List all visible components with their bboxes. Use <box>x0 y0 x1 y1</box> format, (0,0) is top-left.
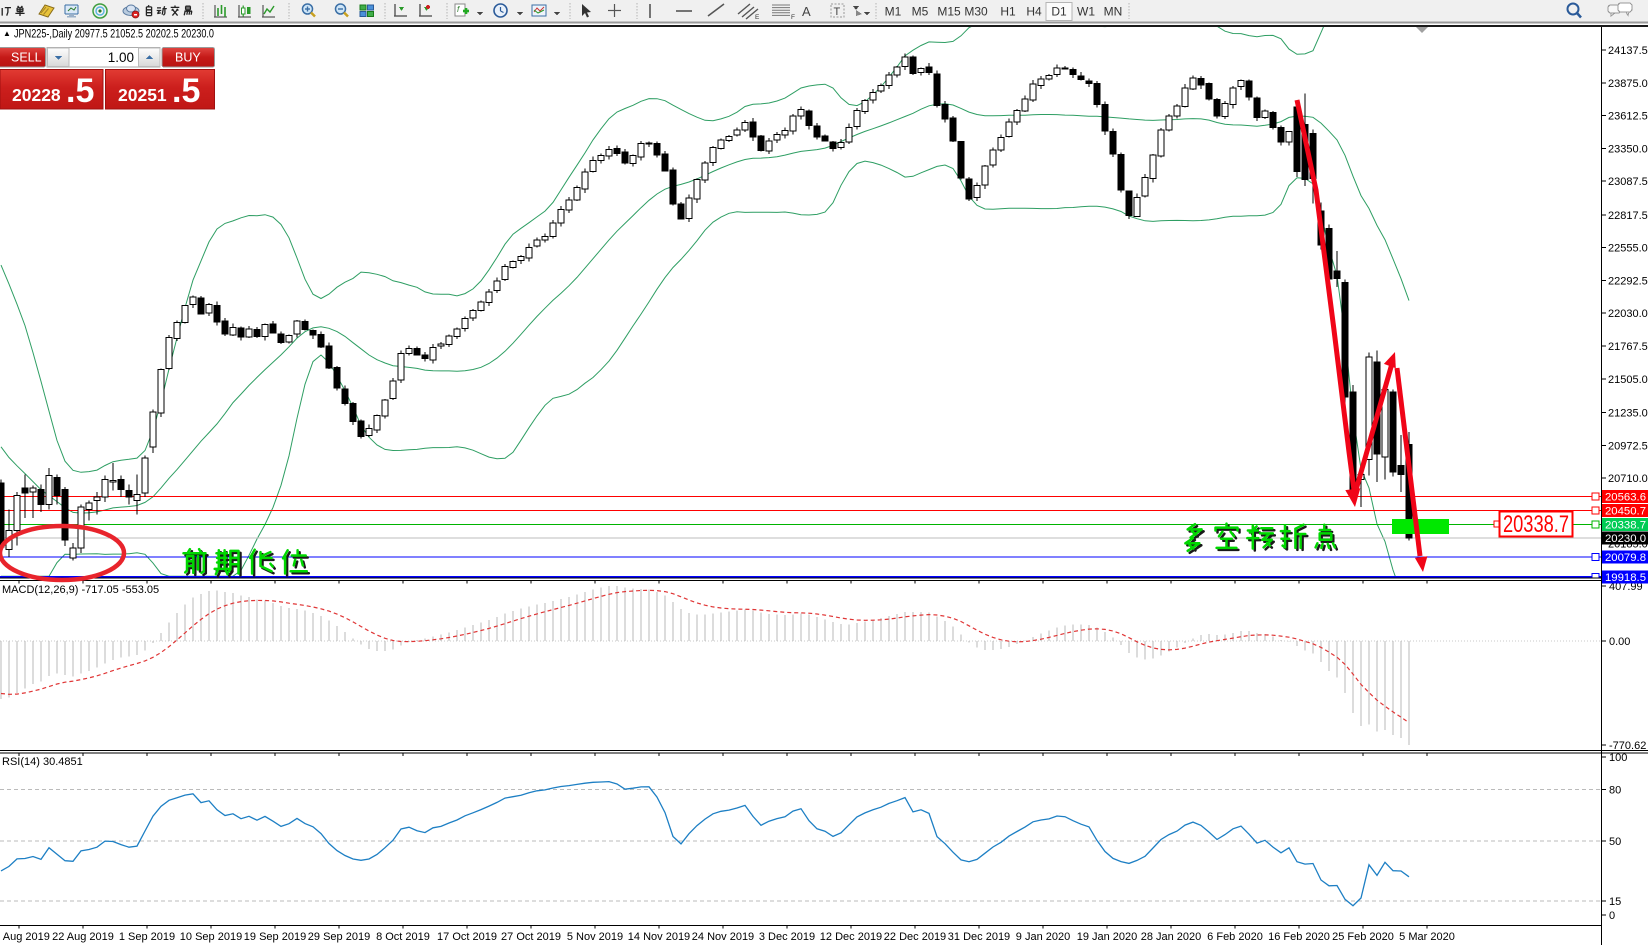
svg-text:D1: D1 <box>1051 5 1067 19</box>
svg-text:RSI(14) 30.4851: RSI(14) 30.4851 <box>2 756 83 768</box>
svg-text:50: 50 <box>1609 836 1621 848</box>
svg-text:23087.5: 23087.5 <box>1608 176 1648 188</box>
svg-text:20710.0: 20710.0 <box>1608 473 1648 485</box>
svg-text:22 Aug 2019: 22 Aug 2019 <box>52 931 114 943</box>
svg-text:f: f <box>457 5 460 14</box>
svg-text:22292.5: 22292.5 <box>1608 276 1648 288</box>
svg-text:10 Sep 2019: 10 Sep 2019 <box>180 931 242 943</box>
svg-text:20338.7: 20338.7 <box>1605 520 1646 532</box>
svg-text:3 Dec 2019: 3 Dec 2019 <box>759 931 815 943</box>
svg-text:24137.5: 24137.5 <box>1608 45 1648 57</box>
svg-text:1.00: 1.00 <box>108 50 134 65</box>
svg-text:BUY: BUY <box>175 51 201 65</box>
svg-text:17 Oct 2019: 17 Oct 2019 <box>437 931 497 943</box>
svg-text:21235.0: 21235.0 <box>1608 408 1648 420</box>
svg-text:23612.5: 23612.5 <box>1608 111 1648 123</box>
svg-text:21505.0: 21505.0 <box>1608 374 1648 386</box>
svg-text:20228: 20228 <box>12 85 61 105</box>
svg-text:24 Nov 2019: 24 Nov 2019 <box>692 931 754 943</box>
svg-text:22030.0: 22030.0 <box>1608 308 1648 320</box>
svg-text:0: 0 <box>1609 910 1615 922</box>
svg-text:6 Feb 2020: 6 Feb 2020 <box>1207 931 1263 943</box>
svg-text:E: E <box>755 14 760 21</box>
svg-text:31 Dec 2019: 31 Dec 2019 <box>948 931 1010 943</box>
svg-text:23350.0: 23350.0 <box>1608 143 1648 155</box>
svg-text:29 Sep 2019: 29 Sep 2019 <box>308 931 370 943</box>
svg-text:A: A <box>802 4 811 19</box>
svg-text:W1: W1 <box>1077 5 1095 19</box>
svg-text:JPN225-,Daily 20977.5 21052.5: JPN225-,Daily 20977.5 21052.5 20202.5 20… <box>14 27 214 41</box>
svg-text:20450.7: 20450.7 <box>1605 506 1646 518</box>
svg-text:MACD(12,26,9) -717.05 -553.05: MACD(12,26,9) -717.05 -553.05 <box>2 584 159 596</box>
svg-text:80: 80 <box>1609 785 1621 797</box>
svg-text:20079.8: 20079.8 <box>1605 552 1646 564</box>
svg-text:19918.5: 19918.5 <box>1605 572 1646 584</box>
svg-text:MN: MN <box>1104 5 1123 19</box>
svg-text:20230.0: 20230.0 <box>1605 533 1646 545</box>
svg-text:▲: ▲ <box>3 29 11 38</box>
svg-text:100: 100 <box>1609 752 1627 764</box>
svg-text:12 Aug 2019: 12 Aug 2019 <box>0 931 50 943</box>
svg-text:20972.5: 20972.5 <box>1608 440 1648 452</box>
svg-text:19 Sep 2019: 19 Sep 2019 <box>244 931 306 943</box>
svg-text:5 Nov 2019: 5 Nov 2019 <box>567 931 623 943</box>
svg-text:8 Oct 2019: 8 Oct 2019 <box>376 931 430 943</box>
svg-text:0.00: 0.00 <box>1609 636 1630 648</box>
svg-text:19 Jan 2020: 19 Jan 2020 <box>1077 931 1138 943</box>
svg-text:M30: M30 <box>964 5 988 19</box>
svg-text:9 Jan 2020: 9 Jan 2020 <box>1016 931 1070 943</box>
svg-text:20251: 20251 <box>118 85 167 105</box>
svg-text:SELL: SELL <box>11 51 42 65</box>
svg-text:20338.7: 20338.7 <box>1503 511 1569 538</box>
svg-text:M1: M1 <box>885 5 902 19</box>
svg-text:15: 15 <box>1609 896 1621 908</box>
svg-text:25 Feb 2020: 25 Feb 2020 <box>1332 931 1394 943</box>
svg-text:27 Oct 2019: 27 Oct 2019 <box>501 931 561 943</box>
svg-text:H1: H1 <box>1000 5 1016 19</box>
svg-text:407.99: 407.99 <box>1609 581 1643 593</box>
svg-text:23875.0: 23875.0 <box>1608 78 1648 90</box>
svg-text:T: T <box>834 6 841 18</box>
svg-text:-770.62: -770.62 <box>1609 740 1646 752</box>
svg-text:14 Nov 2019: 14 Nov 2019 <box>628 931 690 943</box>
svg-text:12 Dec 2019: 12 Dec 2019 <box>820 931 882 943</box>
svg-text:16 Feb 2020: 16 Feb 2020 <box>1268 931 1330 943</box>
svg-text:22817.5: 22817.5 <box>1608 210 1648 222</box>
svg-text:F: F <box>791 14 795 21</box>
svg-text:M15: M15 <box>937 5 961 19</box>
svg-text:22 Dec 2019: 22 Dec 2019 <box>884 931 946 943</box>
svg-text:22555.0: 22555.0 <box>1608 243 1648 255</box>
svg-text:M5: M5 <box>912 5 929 19</box>
svg-text:5 Mar 2020: 5 Mar 2020 <box>1399 931 1455 943</box>
svg-text:28 Jan 2020: 28 Jan 2020 <box>1141 931 1202 943</box>
svg-text:.5: .5 <box>66 72 94 110</box>
svg-text:H4: H4 <box>1026 5 1042 19</box>
svg-text:1 Sep 2019: 1 Sep 2019 <box>119 931 175 943</box>
svg-text:20563.6: 20563.6 <box>1605 491 1646 503</box>
svg-text:21767.5: 21767.5 <box>1608 341 1648 353</box>
svg-text:.5: .5 <box>172 72 200 110</box>
